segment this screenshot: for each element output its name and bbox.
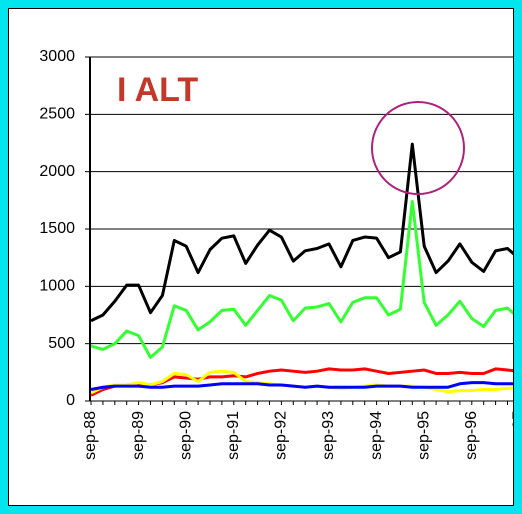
series-line bbox=[90, 142, 513, 323]
x-tick-label: sep-92 bbox=[273, 411, 290, 460]
series-line bbox=[90, 199, 513, 359]
highlight-circle bbox=[371, 101, 465, 195]
chart-title: I ALT bbox=[117, 71, 198, 109]
x-tick-label: sep-91 bbox=[225, 411, 242, 460]
x-tick-label: sep-89 bbox=[130, 411, 147, 460]
y-tick-label: 1500 bbox=[39, 220, 75, 237]
y-tick-label: 2500 bbox=[39, 106, 75, 123]
y-tick-label: 0 bbox=[66, 392, 75, 409]
y-tick-label: 3000 bbox=[39, 48, 75, 65]
x-tick-label: sep-96 bbox=[463, 411, 480, 460]
series-line bbox=[90, 381, 513, 392]
x-tick-label: sep-90 bbox=[177, 411, 194, 460]
x-tick-label: sep-95 bbox=[415, 411, 432, 460]
y-tick-label: 500 bbox=[48, 335, 75, 352]
y-tick-label: 1000 bbox=[39, 278, 75, 295]
x-tick-label: sep-93 bbox=[320, 411, 337, 460]
x-tick-label: sep-97 bbox=[511, 411, 522, 460]
x-tick-label: sep-94 bbox=[368, 411, 385, 460]
y-tick-label: 2000 bbox=[39, 163, 75, 180]
plot-area: sep-88 sep-89 sep-90 sep-91 sep-92 sep-93 sep-… bbox=[82, 56, 522, 460]
x-tick-label: sep-88 bbox=[82, 411, 99, 460]
